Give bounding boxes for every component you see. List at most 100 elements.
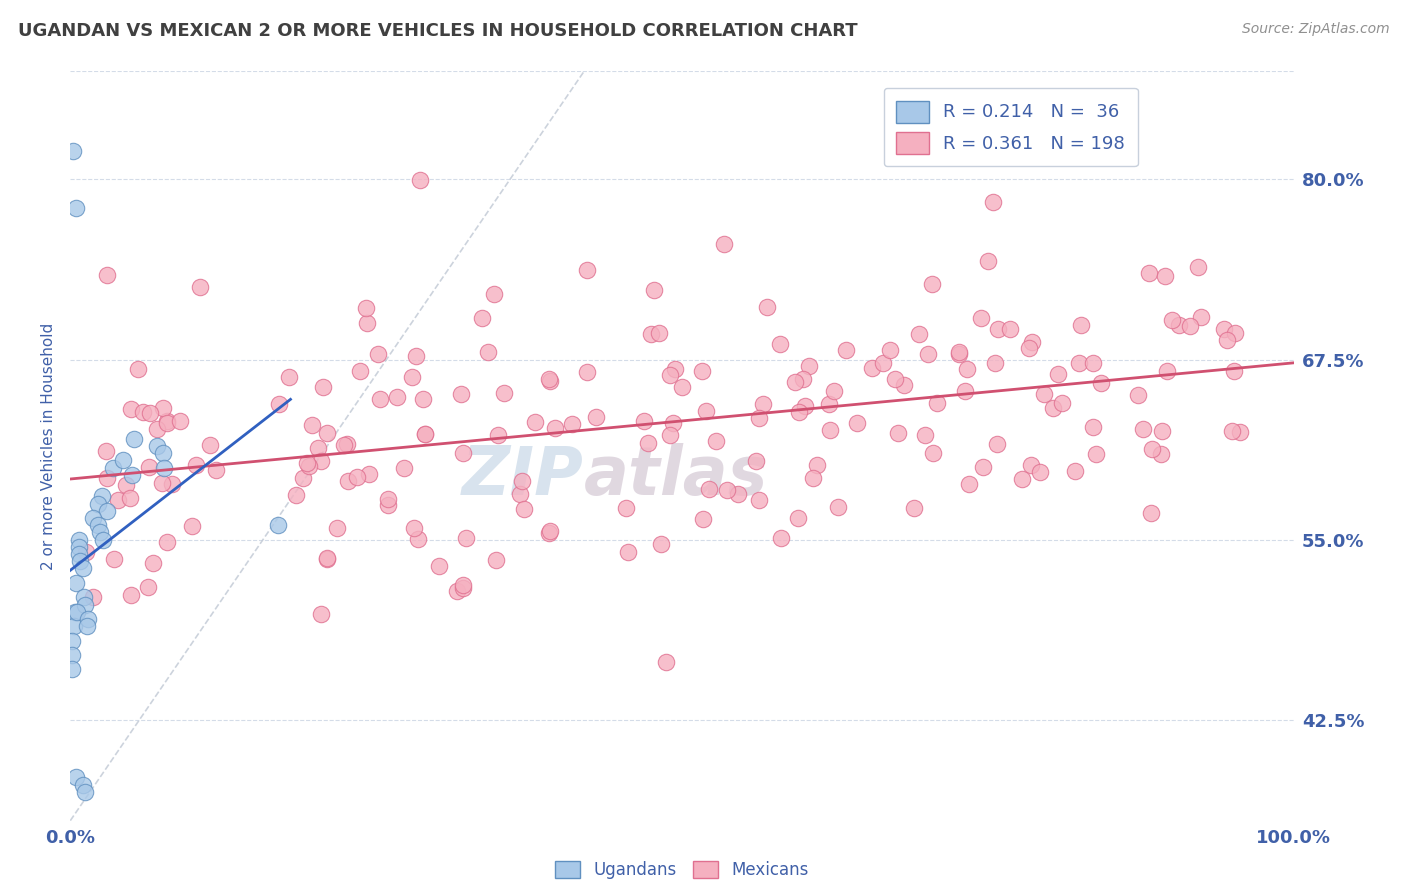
Point bbox=[1067, 356, 1090, 370]
Point bbox=[783, 376, 806, 390]
Point bbox=[96, 471, 118, 485]
Point bbox=[486, 427, 509, 442]
Point bbox=[769, 336, 792, 351]
Point bbox=[86, 497, 108, 511]
Point bbox=[1220, 425, 1243, 439]
Point bbox=[121, 467, 143, 482]
Point bbox=[115, 478, 138, 492]
Point bbox=[136, 580, 159, 594]
Point bbox=[699, 482, 721, 496]
Point bbox=[664, 362, 686, 376]
Point bbox=[1216, 333, 1239, 347]
Point bbox=[1126, 388, 1149, 402]
Point bbox=[787, 511, 810, 525]
Point bbox=[792, 371, 814, 385]
Point bbox=[63, 605, 86, 619]
Point bbox=[953, 384, 976, 399]
Point bbox=[956, 362, 979, 376]
Point bbox=[1160, 313, 1182, 327]
Point bbox=[346, 470, 368, 484]
Point bbox=[451, 446, 474, 460]
Point bbox=[75, 545, 97, 559]
Point bbox=[162, 476, 184, 491]
Point bbox=[405, 349, 427, 363]
Point bbox=[367, 347, 389, 361]
Point bbox=[86, 518, 108, 533]
Point bbox=[1042, 401, 1064, 416]
Point bbox=[914, 427, 936, 442]
Point bbox=[267, 397, 290, 411]
Point bbox=[970, 311, 993, 326]
Point bbox=[285, 488, 308, 502]
Point bbox=[690, 363, 713, 377]
Point bbox=[1154, 269, 1177, 284]
Point bbox=[538, 372, 561, 386]
Point bbox=[538, 374, 561, 388]
Point bbox=[650, 537, 672, 551]
Point bbox=[925, 396, 948, 410]
Point bbox=[309, 454, 332, 468]
Point bbox=[1140, 506, 1163, 520]
Point bbox=[484, 287, 506, 301]
Point bbox=[60, 633, 83, 648]
Point bbox=[727, 487, 749, 501]
Legend: Ugandans, Mexicans: Ugandans, Mexicans bbox=[547, 853, 817, 888]
Point bbox=[1223, 364, 1246, 378]
Point bbox=[948, 344, 970, 359]
Point bbox=[1021, 334, 1043, 349]
Point bbox=[633, 414, 655, 428]
Point bbox=[103, 552, 125, 566]
Point bbox=[127, 362, 149, 376]
Point bbox=[957, 477, 980, 491]
Point bbox=[818, 423, 841, 437]
Point bbox=[72, 561, 94, 575]
Point bbox=[1178, 319, 1201, 334]
Point bbox=[576, 365, 599, 379]
Point bbox=[394, 461, 416, 475]
Point bbox=[617, 545, 640, 559]
Point bbox=[1018, 341, 1040, 355]
Point bbox=[977, 253, 1000, 268]
Point bbox=[152, 475, 174, 490]
Point bbox=[156, 414, 179, 428]
Point bbox=[648, 326, 671, 340]
Point bbox=[659, 427, 682, 442]
Point bbox=[756, 300, 779, 314]
Point bbox=[152, 446, 174, 460]
Point bbox=[356, 316, 378, 330]
Point bbox=[1150, 424, 1173, 438]
Point bbox=[806, 458, 828, 472]
Point bbox=[298, 458, 321, 473]
Y-axis label: 2 or more Vehicles in Household: 2 or more Vehicles in Household bbox=[41, 322, 56, 570]
Point bbox=[1137, 266, 1160, 280]
Point bbox=[1090, 376, 1112, 390]
Point bbox=[879, 343, 901, 357]
Point bbox=[292, 471, 315, 485]
Point bbox=[513, 501, 536, 516]
Point bbox=[872, 356, 894, 370]
Point bbox=[169, 414, 191, 428]
Point bbox=[413, 427, 436, 442]
Point bbox=[1084, 447, 1107, 461]
Point bbox=[827, 500, 849, 514]
Point bbox=[1156, 364, 1178, 378]
Point bbox=[1064, 464, 1087, 478]
Point bbox=[65, 771, 87, 785]
Point bbox=[751, 396, 773, 410]
Point bbox=[887, 426, 910, 441]
Point bbox=[72, 778, 94, 792]
Point bbox=[509, 487, 531, 501]
Point bbox=[94, 443, 117, 458]
Point bbox=[770, 531, 793, 545]
Point bbox=[96, 268, 118, 282]
Point bbox=[576, 262, 599, 277]
Point bbox=[1081, 419, 1104, 434]
Point bbox=[101, 460, 124, 475]
Point bbox=[73, 591, 96, 605]
Point bbox=[67, 547, 90, 561]
Point bbox=[111, 453, 134, 467]
Point bbox=[1029, 466, 1052, 480]
Point bbox=[986, 436, 1008, 450]
Point bbox=[427, 559, 450, 574]
Point bbox=[1070, 318, 1092, 332]
